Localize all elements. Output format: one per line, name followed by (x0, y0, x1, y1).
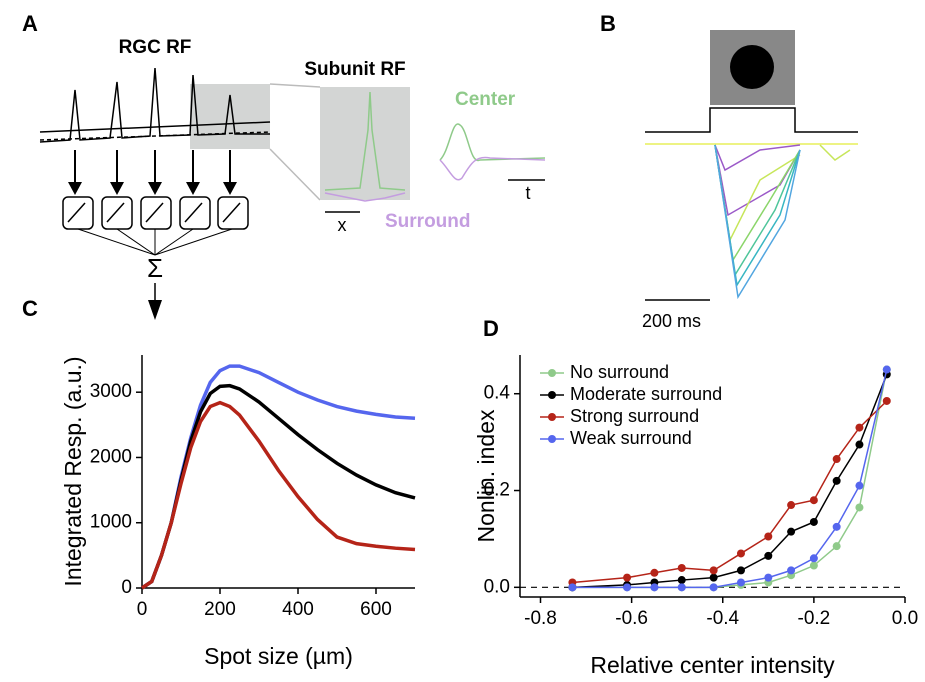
data-point (809, 496, 818, 505)
scale-label: t (525, 183, 530, 203)
x-tick-label: 400 (282, 599, 314, 620)
x-tick-label: -0.8 (524, 608, 557, 629)
legend-marker (548, 369, 556, 377)
y-tick-label: 1000 (90, 512, 132, 533)
legend-marker (548, 413, 556, 421)
data-point (832, 542, 841, 551)
x-tick-label: -0.6 (615, 608, 648, 629)
data-point (882, 396, 891, 405)
data-point (809, 561, 818, 570)
data-point (809, 517, 818, 526)
legend-label: Strong surround (570, 406, 699, 426)
data-point (736, 578, 745, 587)
data-point (623, 573, 632, 582)
series-line (572, 369, 888, 589)
y-axis-label: Nonlin. index (473, 409, 499, 542)
surround-label: Surround (385, 211, 471, 232)
data-point (855, 481, 864, 490)
x-tick-label: 200 (204, 599, 236, 620)
x-tick-label: 0.0 (892, 608, 918, 629)
panel-label: B (600, 11, 616, 36)
y-tick-label: 0.2 (484, 480, 510, 501)
data-point (764, 532, 773, 541)
scalebar-label: 200 ms (642, 311, 701, 331)
data-point (650, 568, 659, 577)
center-label: Center (455, 89, 516, 110)
scale-label: x (338, 215, 347, 235)
x-tick-label: -0.4 (706, 608, 739, 629)
data-point (677, 563, 686, 572)
legend-label: Weak surround (570, 428, 692, 448)
data-point (855, 440, 864, 449)
data-point (650, 583, 659, 592)
data-point (855, 503, 864, 512)
diagram-title: Subunit RF (304, 59, 405, 80)
x-tick-label: -0.2 (798, 608, 831, 629)
x-axis-label: Spot size (µm) (204, 643, 353, 669)
legend-marker (548, 391, 556, 399)
y-tick-label: 0.0 (484, 576, 510, 597)
y-tick-label: 2000 (90, 446, 132, 467)
trace-diagram (645, 30, 858, 301)
data-point (709, 566, 718, 575)
data-point (787, 501, 796, 510)
data-point (709, 573, 718, 582)
legend-label: No surround (570, 362, 669, 382)
series-line (141, 383, 416, 590)
panel-label: D (483, 316, 499, 341)
sum-symbol: Σ (147, 253, 163, 283)
data-point (832, 455, 841, 464)
data-point (623, 583, 632, 592)
data-point (832, 476, 841, 485)
data-point (736, 566, 745, 575)
panel-label: C (22, 296, 38, 321)
x-axis-label: Relative center intensity (590, 652, 835, 678)
diagram-title: RGC RF (119, 37, 192, 58)
data-point (787, 527, 796, 536)
y-axis-label: Integrated Resp. (a.u.) (60, 356, 86, 586)
data-point (709, 583, 718, 592)
data-point (736, 549, 745, 558)
data-point (677, 576, 686, 585)
data-point (882, 365, 891, 374)
legend-label: Moderate surround (570, 384, 722, 404)
y-tick-label: 0 (121, 577, 132, 598)
data-point (764, 551, 773, 560)
data-point (764, 573, 773, 582)
data-point (568, 583, 577, 592)
data-point (677, 583, 686, 592)
y-tick-label: 0.4 (484, 383, 511, 404)
y-tick-label: 3000 (90, 381, 132, 402)
panel-label: A (22, 11, 38, 36)
legend-marker (548, 435, 556, 443)
series-line (572, 400, 888, 584)
x-tick-label: 0 (137, 599, 148, 620)
data-point (787, 566, 796, 575)
x-tick-label: 600 (360, 599, 392, 620)
data-point (855, 423, 864, 432)
data-point (809, 554, 818, 563)
data-point (832, 522, 841, 531)
series-line (141, 400, 416, 590)
rgc-diagram (39, 67, 546, 320)
series-line (572, 374, 888, 589)
